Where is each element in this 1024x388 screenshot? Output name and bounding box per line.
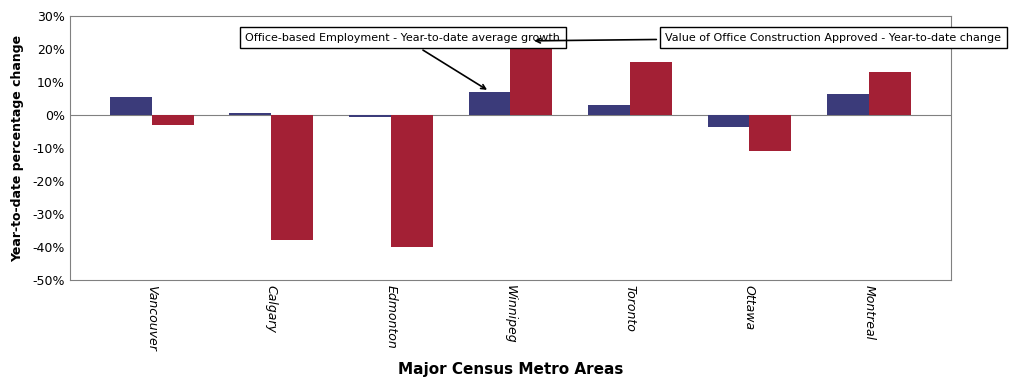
Y-axis label: Year-to-date percentage change: Year-to-date percentage change xyxy=(11,35,25,262)
Bar xyxy=(869,72,911,115)
Bar xyxy=(469,92,510,115)
Bar xyxy=(510,41,552,115)
Bar xyxy=(110,97,152,115)
Bar xyxy=(349,115,391,117)
Bar xyxy=(827,94,869,115)
Bar xyxy=(152,115,194,125)
X-axis label: Major Census Metro Areas: Major Census Metro Areas xyxy=(397,362,623,377)
Bar xyxy=(708,115,750,126)
Bar xyxy=(630,62,672,115)
Text: Value of Office Construction Approved - Year-to-date change: Value of Office Construction Approved - … xyxy=(536,33,1001,43)
Text: Office-based Employment - Year-to-date average growth: Office-based Employment - Year-to-date a… xyxy=(246,33,560,89)
Bar xyxy=(588,105,630,115)
Bar xyxy=(750,115,792,151)
Bar xyxy=(229,113,271,115)
Bar xyxy=(391,115,433,247)
Bar xyxy=(271,115,313,241)
